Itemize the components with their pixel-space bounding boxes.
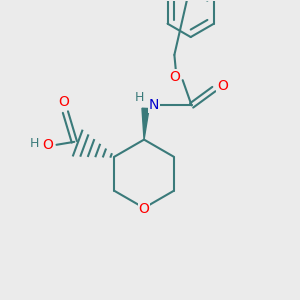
Text: O: O (58, 95, 69, 109)
Polygon shape (142, 108, 149, 140)
Text: O: O (139, 202, 149, 216)
Text: O: O (42, 138, 53, 152)
Text: N: N (149, 98, 159, 112)
Text: O: O (169, 70, 180, 84)
Text: H: H (29, 137, 39, 150)
Text: H: H (134, 91, 144, 103)
Text: O: O (217, 79, 228, 93)
